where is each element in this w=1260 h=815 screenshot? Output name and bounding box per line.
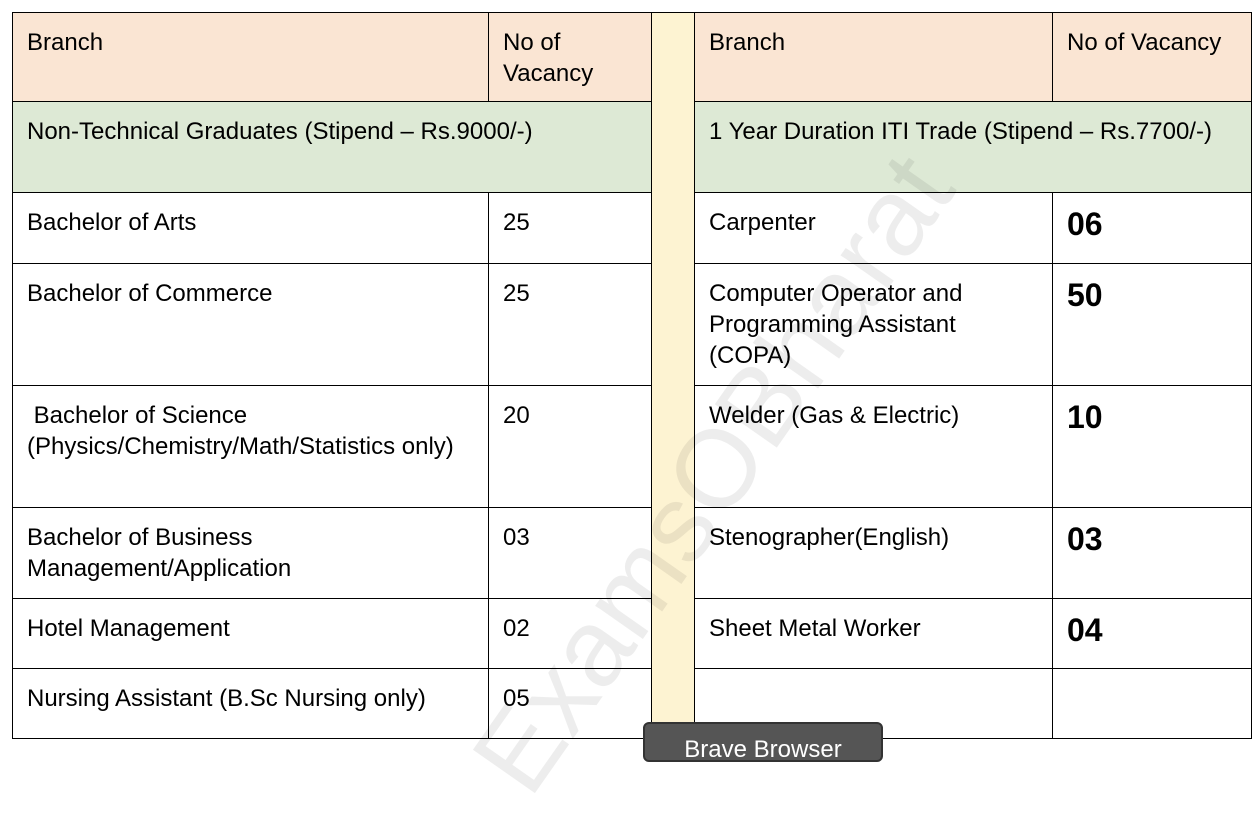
- branch-cell: Computer Operator and Programming Assist…: [694, 263, 1053, 386]
- gap-column: [652, 12, 694, 738]
- branch-cell: Hotel Management: [12, 598, 489, 669]
- vacancy-cell: [1052, 668, 1252, 739]
- section-row: 1 Year Duration ITI Trade (Stipend – Rs.…: [694, 101, 1252, 193]
- vacancy-cell: 03: [1052, 507, 1252, 599]
- branch-cell: Welder (Gas & Electric): [694, 385, 1053, 508]
- browser-button[interactable]: Brave Browser: [643, 722, 883, 763]
- vacancy-cell: 02: [488, 598, 652, 669]
- vacancy-cell: 25: [488, 192, 652, 264]
- vacancy-cell: 05: [488, 668, 652, 739]
- branch-cell: Sheet Metal Worker: [694, 598, 1053, 669]
- header-cell: Branch: [694, 12, 1053, 102]
- branch-cell: Bachelor of Commerce: [12, 263, 489, 386]
- branch-cell: Stenographer(English): [694, 507, 1053, 599]
- branch-cell: Nursing Assistant (B.Sc Nursing only): [12, 668, 489, 739]
- vacancy-cell: 50: [1052, 263, 1252, 386]
- vacancy-cell: 03: [488, 507, 652, 599]
- branch-cell: Carpenter: [694, 192, 1053, 264]
- branch-cell: Bachelor of Arts: [12, 192, 489, 264]
- vacancy-cell: 10: [1052, 385, 1252, 508]
- header-cell: Branch: [12, 12, 489, 102]
- branch-cell: Bachelor of Business Management/Applicat…: [12, 507, 489, 599]
- section-row: Non-Technical Graduates (Stipend – Rs.90…: [12, 101, 652, 193]
- branch-cell: Bachelor of Science (Physics/Chemistry/M…: [12, 385, 489, 508]
- header-cell: No of Vacancy: [488, 12, 652, 102]
- vacancy-cell: 06: [1052, 192, 1252, 264]
- vacancy-cell: 20: [488, 385, 652, 508]
- vacancy-cell: 04: [1052, 598, 1252, 669]
- header-cell: No of Vacancy: [1052, 12, 1252, 102]
- vacancy-cell: 25: [488, 263, 652, 386]
- page: Branch No of Vacancy Non-Technical Graduat…: [12, 12, 1252, 815]
